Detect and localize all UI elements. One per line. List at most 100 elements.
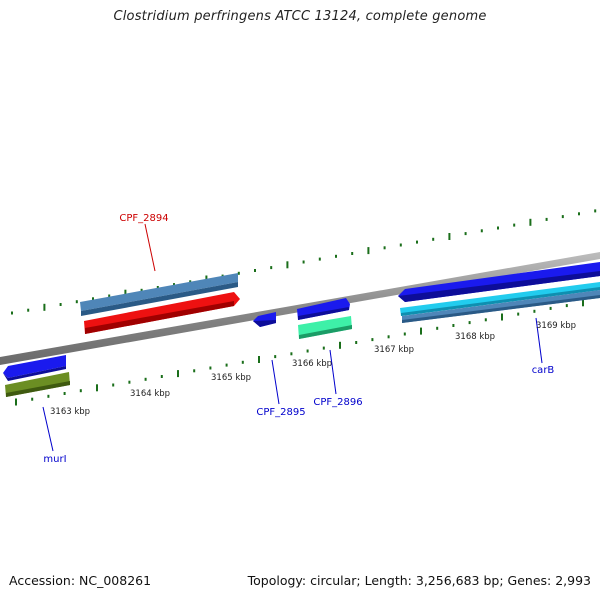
inner-minor-tick (533, 309, 536, 313)
outer-major-tick (286, 261, 289, 269)
inner-minor-tick (63, 392, 66, 395)
outer-major-tick (448, 233, 451, 240)
inner-minor-tick (452, 324, 455, 327)
inner-minor-tick (565, 304, 568, 308)
outer-minor-tick (237, 271, 240, 275)
ruler-label-3167: 3167 kbp (374, 345, 414, 355)
leader-CPF_2896 (329, 349, 337, 395)
leader-murI (42, 406, 54, 452)
gene-label-CPF_2896[interactable]: CPF_2896 (313, 397, 362, 408)
outer-minor-tick (59, 303, 62, 306)
inner-minor-tick (517, 312, 520, 316)
outer-minor-tick (383, 246, 386, 250)
inner-minor-tick (484, 318, 487, 322)
outer-minor-tick (432, 237, 435, 241)
inner-minor-tick (549, 306, 552, 310)
outer-minor-tick (561, 215, 564, 219)
outer-minor-tick (27, 308, 30, 312)
inner-minor-tick (193, 369, 196, 373)
gene-label-CPF_2895[interactable]: CPF_2895 (256, 407, 305, 418)
inner-minor-tick (468, 321, 471, 325)
ruler-label-3165: 3165 kbp (211, 373, 251, 383)
leader-CPF_2894 (144, 223, 156, 272)
outer-minor-tick (92, 297, 94, 301)
outer-major-tick (124, 289, 127, 297)
outer-minor-tick (545, 217, 548, 221)
inner-minor-tick (290, 352, 293, 356)
outer-minor-tick (351, 252, 354, 255)
outer-minor-tick (108, 294, 111, 298)
inner-minor-tick (387, 335, 390, 339)
outer-minor-tick (480, 229, 483, 233)
inner-minor-tick (160, 375, 163, 378)
inner-minor-tick (128, 380, 131, 384)
feature-CPF_2894[interactable] (80, 273, 238, 316)
outer-minor-tick (594, 209, 597, 213)
leader-CPF_2895 (271, 359, 280, 405)
outer-minor-tick (302, 260, 305, 264)
inner-minor-tick (112, 383, 115, 387)
inner-minor-tick (209, 366, 212, 370)
inner-minor-tick (31, 397, 34, 401)
ruler-label-3163: 3163 kbp (50, 407, 90, 417)
feature-CPF_2896-rna[interactable] (298, 316, 352, 339)
feature-CPF_2894-red[interactable] (84, 292, 240, 334)
feature-carB-steel[interactable] (402, 290, 600, 323)
inner-major-tick (582, 299, 584, 307)
ruler-label-3168: 3168 kbp (455, 332, 495, 342)
outer-minor-tick (318, 257, 321, 261)
inner-major-tick (501, 313, 503, 321)
page-title: Clostridium perfringens ATCC 13124, comp… (113, 9, 487, 24)
inner-minor-tick (371, 338, 374, 342)
outer-minor-tick (173, 283, 175, 287)
outer-minor-tick (513, 223, 516, 227)
outer-major-tick (367, 247, 370, 255)
inner-minor-tick (355, 341, 358, 344)
outer-minor-tick (156, 286, 159, 289)
ruler-label-3166: 3166 kbp (292, 359, 332, 369)
ruler-label-3164: 3164 kbp (130, 389, 170, 399)
gene-label-carB[interactable]: carB (532, 365, 555, 376)
outer-minor-tick (335, 254, 337, 258)
gene-label-murI[interactable]: murI (43, 454, 66, 465)
feature-carB[interactable] (398, 262, 600, 302)
inner-minor-tick (274, 355, 277, 359)
outer-major-tick (43, 303, 46, 311)
inner-minor-tick (79, 389, 82, 393)
outer-minor-tick (399, 243, 402, 247)
ruler-label-3169: 3169 kbp (536, 321, 576, 331)
outer-minor-tick (464, 232, 467, 236)
outer-minor-tick (497, 226, 499, 230)
feature-murI-rna[interactable] (5, 372, 70, 397)
inner-major-tick (258, 356, 260, 363)
genome-summary-text: Topology: circular; Length: 3,256,683 bp… (247, 573, 591, 588)
outer-major-tick (529, 218, 532, 226)
gene-label-CPF_2894[interactable]: CPF_2894 (119, 213, 168, 224)
feature-CPF_2895[interactable] (253, 312, 276, 327)
inner-minor-tick (306, 349, 309, 353)
feature-carB-cyan[interactable] (400, 282, 600, 316)
outer-minor-tick (270, 266, 273, 270)
inner-major-tick (15, 398, 17, 406)
feature-murI[interactable] (3, 355, 66, 381)
inner-minor-tick (436, 326, 439, 330)
feature-CPF_2896[interactable] (297, 298, 350, 320)
accession-text: Accession: NC_008261 (9, 573, 152, 588)
inner-minor-tick (403, 332, 406, 336)
leader-carB (535, 317, 543, 364)
inner-major-tick (339, 341, 341, 349)
outer-minor-tick (254, 269, 256, 272)
outer-minor-tick (416, 240, 418, 244)
inner-minor-tick (144, 377, 147, 381)
inner-minor-tick (47, 394, 50, 398)
outer-minor-tick (75, 300, 78, 304)
inner-minor-tick (241, 360, 244, 364)
outer-minor-tick (11, 311, 13, 315)
inner-major-tick (177, 370, 179, 378)
outer-minor-tick (140, 288, 143, 292)
inner-major-tick (420, 327, 422, 335)
inner-major-tick (96, 384, 98, 392)
inner-tick-track (15, 299, 584, 406)
outer-minor-tick (578, 212, 580, 216)
